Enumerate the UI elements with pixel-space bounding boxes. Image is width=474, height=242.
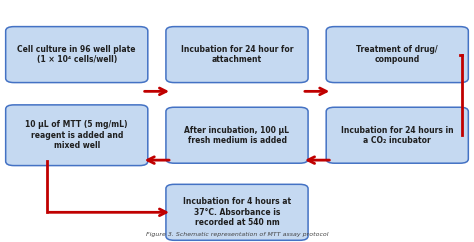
FancyBboxPatch shape xyxy=(6,27,148,83)
FancyBboxPatch shape xyxy=(166,184,308,240)
FancyBboxPatch shape xyxy=(166,107,308,163)
Text: Incubation for 24 hour for
attachment: Incubation for 24 hour for attachment xyxy=(181,45,293,64)
Text: Incubation for 24 hours in
a CO₂ incubator: Incubation for 24 hours in a CO₂ incubat… xyxy=(341,126,454,145)
Text: Figure 3. Schematic representation of MTT assay protocol: Figure 3. Schematic representation of MT… xyxy=(146,232,328,237)
FancyBboxPatch shape xyxy=(166,27,308,83)
Text: 10 μL of MTT (5 mg/mL)
reagent is added and
mixed well: 10 μL of MTT (5 mg/mL) reagent is added … xyxy=(26,120,128,150)
Text: Incubation for 4 hours at
37°C. Absorbance is
recorded at 540 nm: Incubation for 4 hours at 37°C. Absorban… xyxy=(183,197,291,227)
FancyBboxPatch shape xyxy=(326,107,468,163)
Text: After incubation, 100 μL
fresh medium is added: After incubation, 100 μL fresh medium is… xyxy=(184,126,290,145)
Text: Cell culture in 96 well plate
(1 × 10⁴ cells/well): Cell culture in 96 well plate (1 × 10⁴ c… xyxy=(18,45,136,64)
Text: Treatment of drug/
compound: Treatment of drug/ compound xyxy=(356,45,438,64)
FancyBboxPatch shape xyxy=(6,105,148,166)
FancyBboxPatch shape xyxy=(326,27,468,83)
